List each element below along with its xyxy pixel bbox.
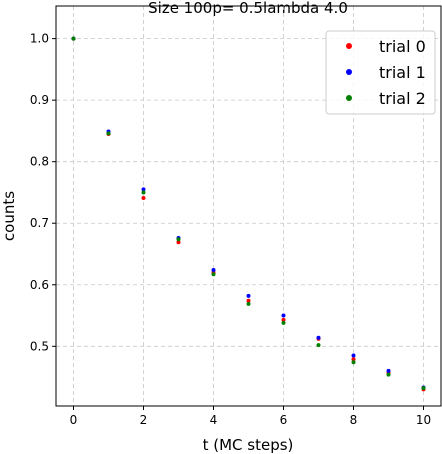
legend-label-series-1: trial 1 — [379, 63, 426, 82]
y-axis-label: counts — [0, 191, 18, 241]
data-point-series-0 — [176, 240, 181, 245]
data-point-series-2 — [246, 301, 251, 306]
data-point-series-2 — [351, 360, 356, 365]
data-point-series-2 — [141, 190, 146, 195]
x-tick-label: 4 — [210, 413, 218, 427]
data-point-series-0 — [281, 317, 286, 322]
legend: trial 0 trial 1 trial 2 — [325, 30, 436, 115]
data-point-series-0 — [141, 196, 146, 200]
legend-label-series-2: trial 2 — [379, 89, 426, 108]
legend-marker-series-0 — [346, 43, 352, 49]
chart-title: Size 100p= 0.5lambda 4.0 — [148, 0, 348, 17]
data-point-series-1 — [281, 313, 286, 318]
data-point-series-2 — [316, 343, 321, 348]
data-point-series-1 — [141, 187, 146, 192]
y-tick-label: 0.5 — [30, 339, 49, 353]
y-axis-ticks: 0.5 0.6 0.7 0.8 0.9 1.0 — [30, 32, 56, 353]
data-point-series-2 — [281, 320, 286, 325]
data-point-series-1 — [351, 353, 356, 358]
data-point-series-2 — [421, 386, 426, 391]
y-tick-label: 1.0 — [30, 32, 49, 46]
x-tick-label: 0 — [70, 413, 78, 427]
data-point-series-2 — [211, 272, 216, 277]
x-tick-label: 10 — [416, 413, 431, 427]
y-tick-label: 0.7 — [30, 216, 49, 230]
data-point-series-1 — [386, 368, 391, 373]
legend-marker-series-2 — [346, 95, 352, 101]
legend-marker-series-1 — [346, 69, 352, 75]
data-point-series-0 — [351, 357, 356, 362]
plot-frame — [55, 5, 442, 407]
grid-lines — [56, 6, 441, 406]
data-point-series-2 — [106, 131, 111, 136]
y-tick-label: 0.9 — [30, 93, 49, 107]
data-point-series-1 — [211, 268, 216, 272]
data-point-series-1 — [246, 293, 251, 298]
x-tick-label: 6 — [280, 413, 288, 427]
x-axis-ticks: 0 2 4 6 8 10 — [70, 406, 431, 427]
y-tick-label: 0.8 — [30, 155, 49, 169]
legend-box — [325, 30, 436, 115]
data-points — [71, 36, 426, 392]
data-point-series-2 — [176, 237, 181, 242]
data-point-series-2 — [386, 372, 391, 377]
x-axis-label: t (MC steps) — [203, 436, 294, 454]
data-point-series-1 — [316, 335, 321, 340]
data-point-series-2 — [71, 36, 76, 41]
y-tick-label: 0.6 — [30, 278, 49, 292]
x-tick-label: 8 — [350, 413, 358, 427]
legend-label-series-0: trial 0 — [379, 37, 426, 56]
data-point-series-0 — [246, 298, 251, 303]
x-tick-label: 2 — [140, 413, 148, 427]
